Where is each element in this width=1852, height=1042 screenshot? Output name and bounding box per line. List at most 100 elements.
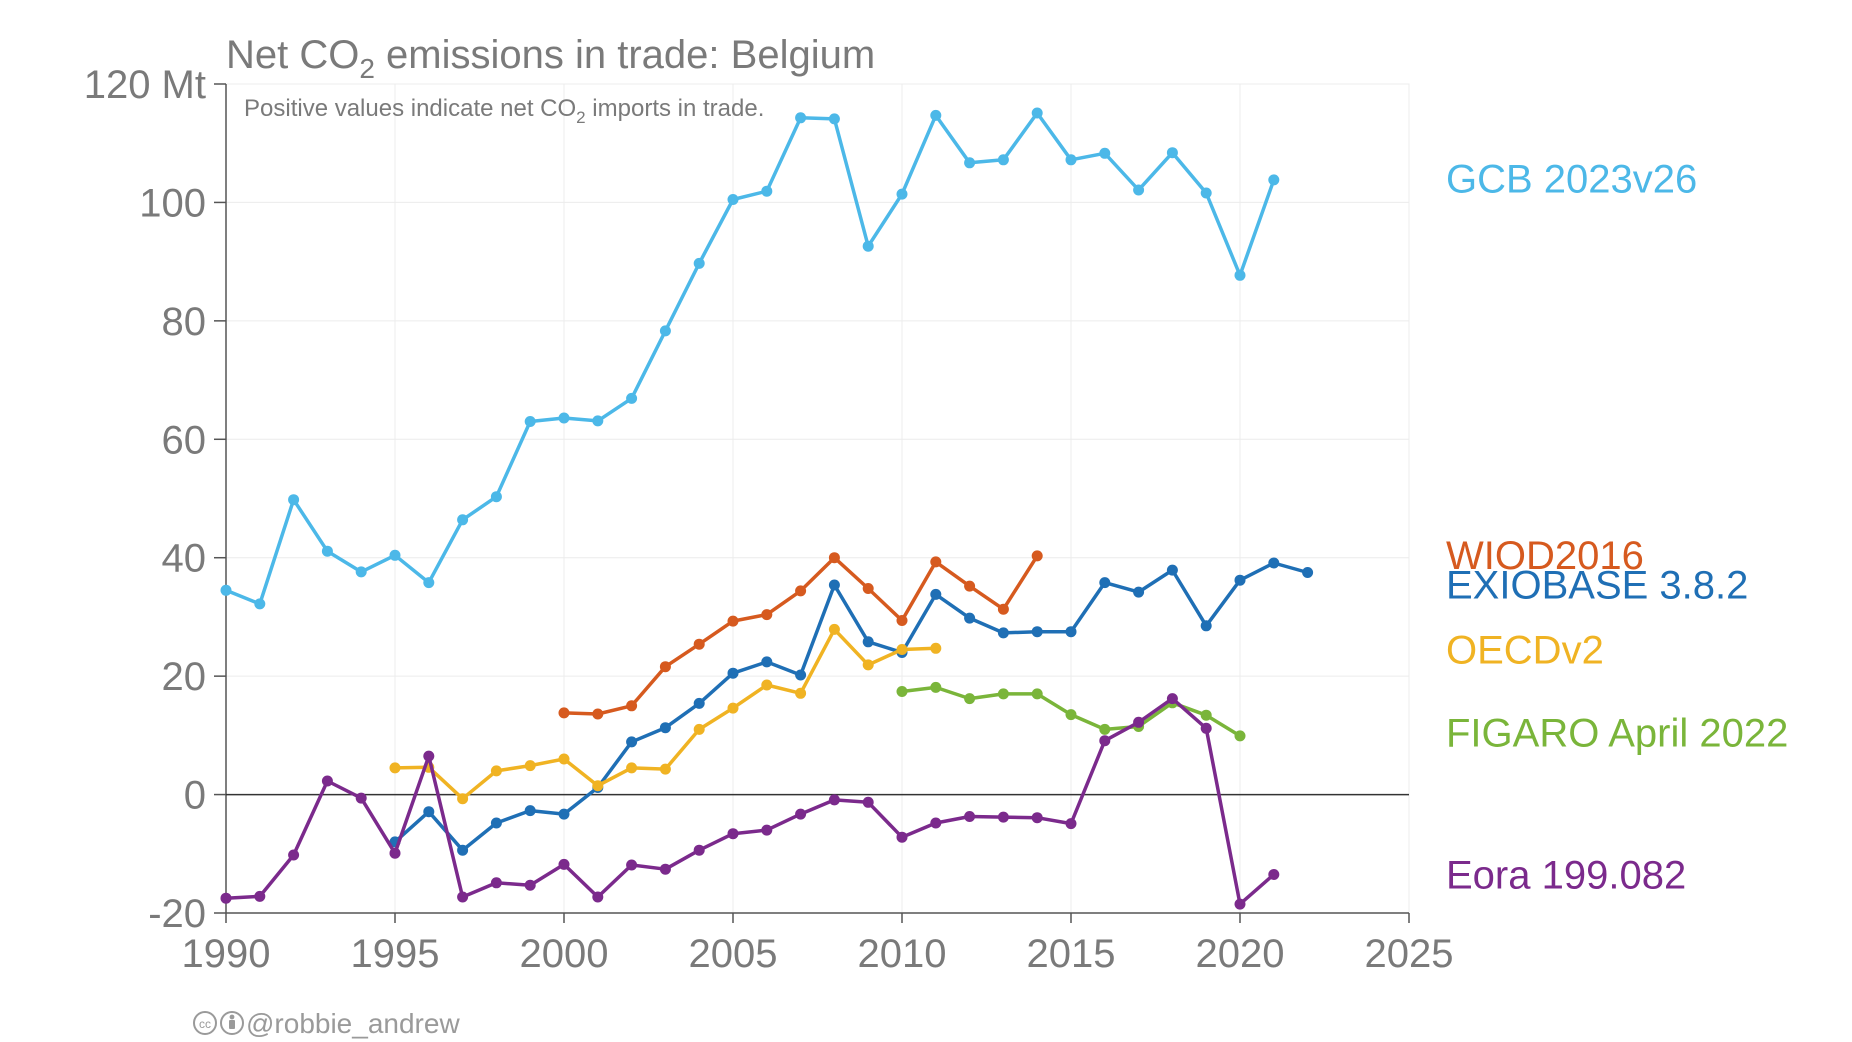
data-point: [1234, 574, 1246, 586]
data-point: [288, 494, 300, 506]
data-point: [930, 817, 942, 829]
data-point: [896, 644, 908, 655]
plot-frame: [225, 83, 1410, 914]
data-point: [1166, 564, 1178, 576]
y-tick-label: 60: [162, 418, 207, 462]
series-group: [220, 107, 1280, 610]
data-point: [558, 412, 570, 424]
data-point: [1200, 620, 1212, 632]
data-point: [1031, 812, 1043, 824]
series-line: [224, 111, 1276, 606]
data-point: [558, 753, 570, 765]
data-point: [727, 194, 739, 205]
data-point: [423, 750, 435, 762]
data-point: [254, 598, 266, 610]
data-point: [490, 491, 502, 503]
chart-subtitle: Positive values indicate net CO2 imports…: [244, 95, 764, 127]
data-point: [761, 609, 773, 621]
x-tick-label: 2020: [1196, 932, 1285, 976]
data-point: [592, 780, 604, 792]
data-point: [457, 793, 469, 805]
data-point: [862, 636, 874, 648]
data-point: [423, 806, 435, 818]
data-point: [828, 113, 840, 125]
series-line: [224, 696, 1276, 906]
data-point: [1031, 107, 1043, 119]
data-point: [524, 805, 536, 817]
data-point: [626, 762, 638, 774]
data-point: [1234, 269, 1246, 281]
data-point: [1031, 550, 1043, 562]
data-point: [997, 603, 1009, 615]
credit: cc @robbie_andrew: [193, 1008, 460, 1039]
data-point: [254, 890, 266, 902]
subtitle-subscript: 2: [576, 108, 585, 127]
data-point: [896, 831, 908, 843]
data-point: [896, 686, 908, 697]
data-point: [659, 661, 671, 673]
data-point: [288, 849, 300, 861]
data-point: [964, 811, 976, 822]
data-point: [558, 858, 570, 870]
data-point: [457, 514, 469, 526]
data-point: [457, 844, 469, 856]
series-label: GCB 2023v26: [1446, 158, 1697, 202]
x-tick-label: 2005: [689, 932, 778, 976]
y-tick-label: 100: [139, 181, 206, 225]
data-point: [896, 188, 908, 200]
data-point: [1065, 626, 1077, 638]
data-point: [1099, 147, 1111, 159]
data-point: [930, 556, 942, 568]
x-tick-label: 2000: [520, 932, 609, 976]
data-point: [997, 688, 1009, 700]
series-group: [389, 623, 942, 805]
y-tick-label: 0: [184, 774, 206, 818]
data-point: [964, 693, 976, 705]
data-point: [795, 669, 807, 681]
data-point: [761, 656, 773, 668]
data-point: [220, 584, 232, 596]
data-point: [727, 702, 739, 714]
data-point: [1200, 722, 1212, 734]
data-point: [659, 763, 671, 775]
svg-text:cc: cc: [199, 1017, 211, 1031]
data-point: [1268, 869, 1280, 880]
data-point: [1065, 709, 1077, 721]
data-point: [592, 415, 604, 427]
data-point: [1099, 735, 1111, 747]
y-tick-label: 120 Mt: [84, 63, 206, 107]
data-point: [727, 615, 739, 627]
data-point: [828, 579, 840, 591]
data-point: [964, 157, 976, 169]
data-point: [659, 325, 671, 337]
chart-title: Net CO2 emissions in trade: Belgium: [226, 33, 875, 84]
series-label: EXIOBASE 3.8.2: [1446, 563, 1748, 607]
data-point: [795, 808, 807, 820]
series: [220, 107, 1314, 910]
cc-icon: cc: [193, 1011, 217, 1035]
data-point: [626, 859, 638, 871]
data-point: [930, 109, 942, 121]
data-point: [693, 638, 705, 650]
data-point: [457, 891, 469, 903]
data-point: [592, 708, 604, 720]
data-point: [1065, 818, 1077, 830]
data-point: [828, 794, 840, 806]
data-point: [1268, 174, 1280, 186]
x-tick-label: 2015: [1027, 932, 1116, 976]
data-point: [1099, 577, 1111, 589]
data-point: [795, 112, 807, 124]
x-tick-label: 1990: [182, 932, 271, 976]
x-tick-label: 2025: [1365, 932, 1454, 976]
data-point: [693, 723, 705, 735]
data-point: [490, 765, 502, 777]
data-point: [1200, 187, 1212, 199]
axes: 1990 1995 2000 2005 2010 2015 2020 2025 -20 0 20 40…: [84, 63, 1454, 976]
data-point: [558, 707, 570, 719]
data-point: [997, 154, 1009, 166]
data-point: [997, 811, 1009, 823]
data-point: [423, 577, 435, 589]
